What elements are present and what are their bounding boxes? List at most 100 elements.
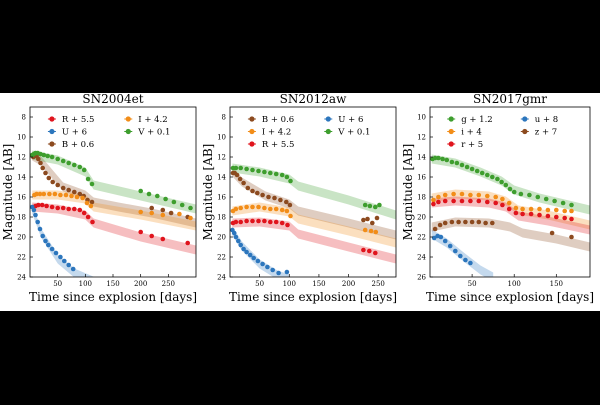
data-point-r55 [36, 202, 41, 208]
data-point-u6 [251, 255, 256, 261]
data-point-u6 [233, 234, 239, 240]
plot-marks [30, 150, 196, 277]
panel-sn2017gmr: 50 100 150 10 12 14 16 18 20 22 24 26 SN2017gmr Time … [401, 92, 594, 304]
data-point-v01 [288, 178, 293, 184]
y-tick-label: 12 [217, 154, 226, 162]
data-point-b06 [72, 189, 77, 195]
legend-label: g + 1.2 [461, 115, 493, 125]
data-point-i4 [554, 207, 559, 213]
legend-label: V + 0.1 [137, 128, 170, 138]
data-point-i42 [188, 215, 193, 221]
data-point-u6 [35, 219, 40, 225]
y-tick-label: 22 [417, 234, 426, 242]
data-point-r55 [233, 219, 239, 225]
data-point-i4 [493, 194, 499, 200]
data-point-i4 [436, 194, 441, 200]
panel-sn2012aw: 50 100 150 200 250 8 10 12 14 16 18 20 22 24 SN2012aw T… [201, 92, 397, 304]
data-point-g12 [543, 196, 549, 202]
data-point-v01 [66, 160, 71, 166]
data-point-i42 [262, 205, 267, 211]
data-point-r55 [72, 206, 77, 212]
data-point-r5 [562, 215, 567, 221]
data-point-r5 [485, 199, 490, 205]
data-point-i4 [528, 206, 534, 212]
data-point-r5 [506, 206, 512, 212]
y-tick-label: 24 [17, 274, 26, 282]
x-tick-label: 50 [255, 280, 264, 288]
data-point-u6 [53, 250, 59, 256]
data-point-b06 [272, 195, 277, 201]
data-point-u6 [31, 207, 37, 213]
data-point-i42 [368, 228, 374, 234]
data-point-z7 [569, 234, 574, 240]
y-tick-label: 24 [217, 274, 226, 282]
legend: B + 0.6 I + 4.2 R + 5.5 U + 6 V + 0.1 [247, 115, 370, 150]
data-point-u6 [238, 242, 243, 248]
data-point-i42 [233, 206, 239, 212]
data-point-v01 [250, 167, 255, 173]
legend-marker [49, 116, 55, 122]
data-point-z7 [476, 219, 482, 225]
data-point-u6 [231, 230, 237, 236]
x-tick-label: 100 [283, 280, 296, 288]
data-point-u6 [46, 242, 51, 248]
data-point-z7 [463, 219, 468, 225]
data-point-i42 [238, 205, 243, 211]
data-point-v01 [284, 174, 290, 180]
data-point-r5 [500, 202, 505, 208]
x-axis-label: Time since explosion [days] [29, 290, 197, 304]
data-point-r55 [66, 206, 71, 212]
legend-label: B + 0.6 [262, 115, 294, 125]
data-point-u6 [58, 254, 63, 260]
data-point-g12 [449, 159, 455, 165]
legend-label: R + 5.5 [62, 115, 94, 125]
data-point-u6 [260, 261, 265, 267]
data-point-r55 [256, 218, 261, 224]
y-tick-label: 16 [417, 174, 426, 182]
data-point-u8 [463, 257, 468, 263]
model-band-b06 [32, 151, 196, 228]
plot-marks [230, 163, 396, 277]
data-point-b06 [370, 220, 375, 226]
plot-frame [429, 106, 591, 278]
data-point-z7 [490, 220, 495, 226]
model-band-u6 [232, 226, 290, 277]
legend: g + 1.2 i + 4 r + 5 u + 8 z + 7 [447, 115, 558, 150]
data-point-z7 [469, 219, 475, 225]
data-point-u6 [33, 212, 38, 218]
data-point-g12 [444, 157, 450, 163]
legend-marker [325, 116, 331, 122]
data-point-u6 [49, 246, 55, 252]
data-point-g12 [454, 160, 460, 166]
data-point-i42 [177, 211, 182, 217]
data-point-v01 [81, 167, 87, 173]
data-point-u6 [255, 258, 261, 264]
x-tick-label: 100 [508, 280, 521, 288]
legend-label: I + 4.2 [138, 115, 167, 125]
data-point-r55 [44, 203, 49, 209]
data-point-v01 [256, 168, 261, 174]
data-point-z7 [449, 219, 455, 225]
data-point-v01 [89, 181, 95, 187]
data-point-v01 [171, 199, 177, 205]
data-point-z7 [432, 226, 438, 232]
data-point-v01 [233, 165, 239, 171]
data-point-i4 [506, 200, 512, 206]
legend-label: R + 5.5 [262, 140, 294, 150]
y-tick-label: 14 [17, 174, 26, 182]
data-point-g12 [436, 155, 441, 161]
data-point-g12 [560, 200, 566, 206]
data-point-i4 [513, 205, 519, 211]
data-point-i42 [268, 206, 273, 212]
y-tick-label: 14 [417, 154, 426, 162]
y-tick-label: 12 [417, 134, 426, 142]
plot-area [430, 107, 590, 277]
data-point-v01 [179, 202, 185, 208]
y-axis-label: Magnitude [AB] [201, 144, 215, 241]
data-point-u6 [40, 233, 45, 239]
data-point-i42 [41, 191, 47, 197]
panels: 50 100 150 200 250 8 10 12 14 16 18 20 22 24 SN2004et T… [1, 92, 594, 304]
data-point-r55 [285, 222, 290, 228]
legend-marker [522, 128, 528, 135]
data-point-v01 [49, 154, 55, 160]
